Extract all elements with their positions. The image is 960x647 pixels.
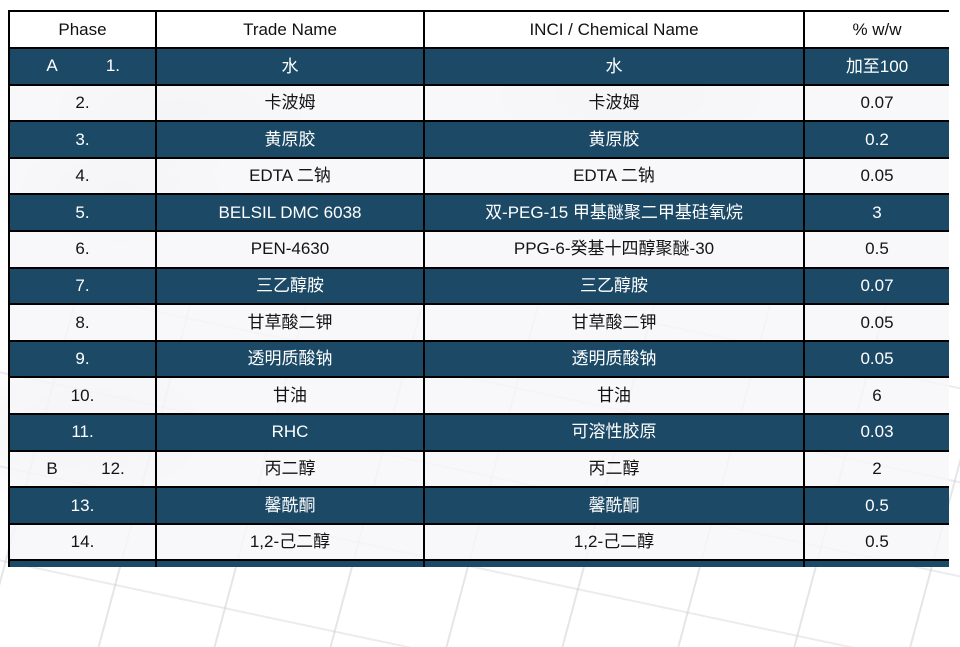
- column-header-percent-ww: % w/w: [803, 10, 949, 49]
- table-row: 6. PEN-4630 PPG-6-癸基十四醇聚醚-30 0.5: [8, 229, 949, 269]
- phase-cell: 3.: [8, 120, 157, 159]
- table-row: 11. RHC 可溶性胶原 0.03: [8, 412, 949, 452]
- phase-cell: 9.: [8, 339, 157, 379]
- trade-name-cell: RHC: [155, 412, 425, 452]
- column-header-trade-name: Trade Name: [155, 10, 425, 49]
- trade-name-cell: [155, 559, 425, 567]
- table-row: 3. 黄原胶 黄原胶 0.2: [8, 120, 949, 159]
- percent-cell: 0.05: [803, 303, 949, 342]
- row-number: 13.: [70, 495, 95, 515]
- table-row: 8. 甘草酸二钾 甘草酸二钾 0.05: [8, 303, 949, 342]
- trade-name-cell: EDTA 二钠: [155, 156, 425, 196]
- percent-cell: 0.5: [803, 522, 949, 562]
- phase-letter: B: [46, 459, 58, 479]
- percent-cell: [803, 559, 949, 567]
- table-row: 7. 三乙醇胺 三乙醇胺 0.07: [8, 266, 949, 306]
- trade-name-cell: 甘草酸二钾: [155, 303, 425, 342]
- table-row: 2. 卡波姆 卡波姆 0.07: [8, 83, 949, 123]
- row-number: 6.: [75, 239, 90, 259]
- partial-next-row: [8, 559, 949, 567]
- phase-cell: 8.: [8, 303, 157, 342]
- phase-cell: 2.: [8, 83, 157, 123]
- phase-cell: 4.: [8, 156, 157, 196]
- percent-cell: 0.5: [803, 229, 949, 269]
- inci-name-cell: PPG-6-癸基十四醇聚醚-30: [423, 229, 805, 269]
- inci-name-cell: 丙二醇: [423, 449, 805, 489]
- phase-cell: 7.: [8, 266, 157, 306]
- inci-name-cell: 馨酰酮: [423, 486, 805, 525]
- trade-name-cell: 透明质酸钠: [155, 339, 425, 379]
- trade-name-cell: PEN-4630: [155, 229, 425, 269]
- trade-name-cell: 甘油: [155, 376, 425, 415]
- row-number: 4.: [75, 166, 90, 186]
- percent-cell: 2: [803, 449, 949, 489]
- inci-name-cell: 水: [423, 47, 805, 86]
- phase-letter: A: [46, 56, 58, 76]
- row-number: 14.: [70, 532, 95, 552]
- row-number: 7.: [75, 276, 90, 296]
- row-number: 5.: [75, 202, 90, 222]
- inci-name-cell: 卡波姆: [423, 83, 805, 123]
- trade-name-cell: 卡波姆: [155, 83, 425, 123]
- phase-cell: A 1.: [8, 47, 157, 86]
- table-row: 9. 透明质酸钠 透明质酸钠 0.05: [8, 339, 949, 379]
- table-row: 13. 馨酰酮 馨酰酮 0.5: [8, 486, 949, 525]
- trade-name-cell: 1,2-己二醇: [155, 522, 425, 562]
- inci-name-cell: 三乙醇胺: [423, 266, 805, 306]
- header-row: Phase Trade Name INCI / Chemical Name % …: [8, 10, 949, 49]
- row-number: 8.: [75, 312, 90, 332]
- trade-name-cell: 馨酰酮: [155, 486, 425, 525]
- phase-cell: 10.: [8, 376, 157, 415]
- row-number: 9.: [75, 349, 90, 369]
- inci-name-cell: 双-PEG-15 甲基醚聚二甲基硅氧烷: [423, 193, 805, 232]
- trade-name-cell: 水: [155, 47, 425, 86]
- inci-name-cell: 黄原胶: [423, 120, 805, 159]
- trade-name-cell: 三乙醇胺: [155, 266, 425, 306]
- inci-name-cell: 甘草酸二钾: [423, 303, 805, 342]
- phase-cell: 14.: [8, 522, 157, 562]
- inci-name-cell: 透明质酸钠: [423, 339, 805, 379]
- trade-name-cell: 黄原胶: [155, 120, 425, 159]
- inci-name-cell: 1,2-己二醇: [423, 522, 805, 562]
- percent-cell: 0.07: [803, 266, 949, 306]
- table-row: 5. BELSIL DMC 6038 双-PEG-15 甲基醚聚二甲基硅氧烷 3: [8, 193, 949, 232]
- formulation-table: Phase Trade Name INCI / Chemical Name % …: [8, 10, 949, 567]
- inci-name-cell: 可溶性胶原: [423, 412, 805, 452]
- percent-cell: 0.5: [803, 486, 949, 525]
- column-header-phase: Phase: [8, 10, 157, 49]
- row-number: 12.: [101, 459, 125, 479]
- phase-cell: 11.: [8, 412, 157, 452]
- phase-cell: [8, 559, 157, 567]
- table-row: 10. 甘油 甘油 6: [8, 376, 949, 415]
- inci-name-cell: [423, 559, 805, 567]
- percent-cell: 3: [803, 193, 949, 232]
- inci-name-cell: EDTA 二钠: [423, 156, 805, 196]
- table-row: 14. 1,2-己二醇 1,2-己二醇 0.5: [8, 522, 949, 562]
- row-number: 11.: [71, 422, 94, 442]
- phase-cell: B 12.: [8, 449, 157, 489]
- formulation-table-container: Phase Trade Name INCI / Chemical Name % …: [8, 10, 949, 567]
- percent-cell: 6: [803, 376, 949, 415]
- inci-name-cell: 甘油: [423, 376, 805, 415]
- row-number: 1.: [105, 56, 121, 76]
- table-row: 4. EDTA 二钠 EDTA 二钠 0.05: [8, 156, 949, 196]
- percent-cell: 加至100: [803, 47, 949, 86]
- trade-name-cell: 丙二醇: [155, 449, 425, 489]
- table-row: B 12. 丙二醇 丙二醇 2: [8, 449, 949, 489]
- percent-cell: 0.07: [803, 83, 949, 123]
- trade-name-cell: BELSIL DMC 6038: [155, 193, 425, 232]
- row-number: 10.: [70, 385, 95, 405]
- percent-cell: 0.05: [803, 339, 949, 379]
- percent-cell: 0.05: [803, 156, 949, 196]
- phase-cell: 6.: [8, 229, 157, 269]
- table-body: A 1. 水 水 加至100 2. 卡波姆 卡波姆 0.07 3. 黄原胶 黄原…: [8, 47, 949, 567]
- percent-cell: 0.2: [803, 120, 949, 159]
- row-number: 2.: [75, 93, 90, 113]
- table-row: A 1. 水 水 加至100: [8, 47, 949, 86]
- percent-cell: 0.03: [803, 412, 949, 452]
- column-header-inci-chemical-name: INCI / Chemical Name: [423, 10, 805, 49]
- phase-cell: 13.: [8, 486, 157, 525]
- phase-cell: 5.: [8, 193, 157, 232]
- row-number: 3.: [75, 129, 90, 149]
